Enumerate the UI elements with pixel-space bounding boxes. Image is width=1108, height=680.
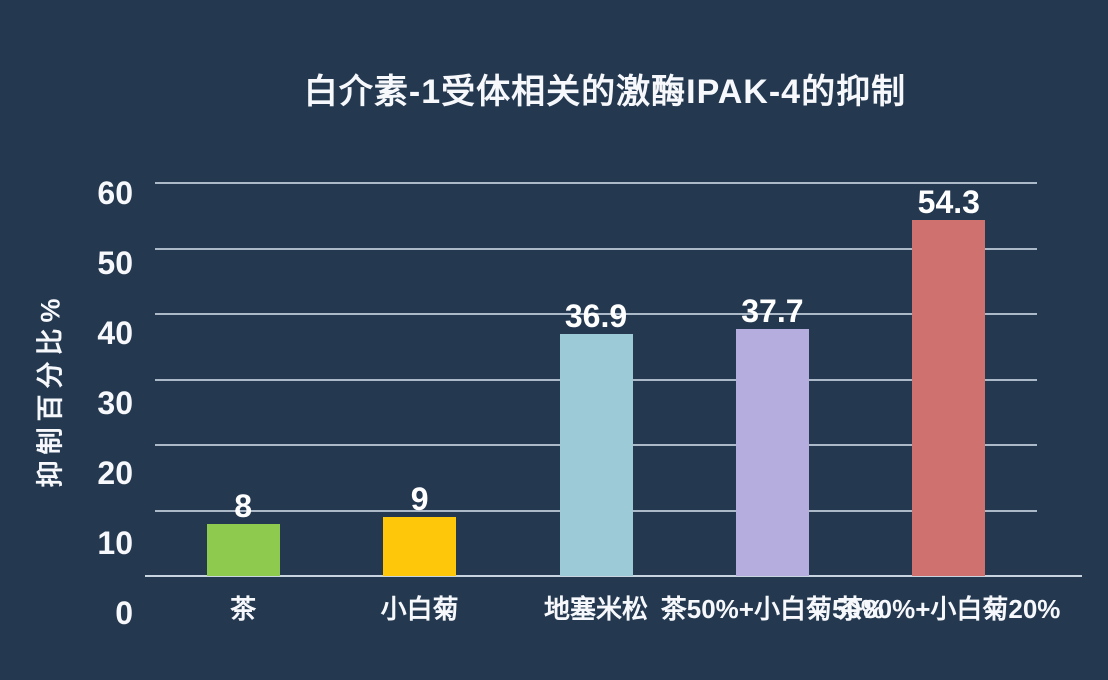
bar-value-label: 37.7 xyxy=(741,293,804,330)
bar-5 xyxy=(912,220,986,576)
bar-value-label: 9 xyxy=(410,481,429,518)
bar-value-label: 54.3 xyxy=(917,184,980,221)
x-category-label: 茶50%+小白菊50% xyxy=(660,594,885,624)
gridline xyxy=(155,247,1037,250)
y-tick-label: 30 xyxy=(97,385,133,421)
bar-3 xyxy=(559,334,633,576)
bar-4 xyxy=(735,329,809,576)
x-category-label: 茶80%+小白菊20% xyxy=(837,594,1061,624)
y-tick-label: 0 xyxy=(115,595,133,631)
chart-title: 白介素-1受体相关的激酶IPAK-4的抑制 xyxy=(303,73,907,111)
y-tick-label: 10 xyxy=(97,525,133,561)
x-category-label: 茶 xyxy=(230,594,257,624)
gridline xyxy=(155,313,1037,315)
y-tick-label: 40 xyxy=(97,315,133,351)
y-tick-label: 50 xyxy=(97,245,133,281)
bar-1 xyxy=(206,523,280,576)
gridline xyxy=(155,182,1037,184)
bar-2 xyxy=(383,517,457,576)
x-category-label: 地塞米松 xyxy=(543,594,649,624)
x-category-label: 小白菊 xyxy=(380,594,459,624)
x-axis-baseline xyxy=(145,575,1082,577)
bar-value-label: 36.9 xyxy=(564,298,628,335)
y-tick-label: 20 xyxy=(97,455,133,491)
y-tick-label: 60 xyxy=(97,175,133,211)
bar-value-label: 8 xyxy=(234,487,253,524)
